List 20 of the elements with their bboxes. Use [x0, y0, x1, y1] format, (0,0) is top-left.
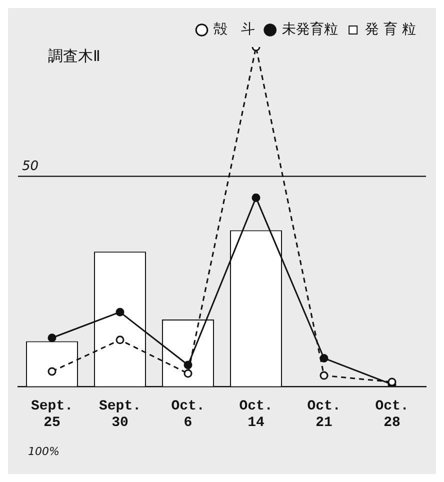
point	[184, 369, 192, 378]
legend-label: 発 育 粒	[365, 20, 416, 38]
x-tick-label: Oct. 6	[171, 398, 205, 432]
chart-title: 調査木Ⅱ	[48, 46, 100, 65]
point	[252, 193, 260, 202]
x-tick-label: Oct. 14	[239, 398, 273, 432]
point	[48, 334, 56, 342]
x-tick-label: Oct. 21	[307, 398, 341, 432]
point	[116, 336, 124, 344]
annotation: 50	[22, 159, 39, 174]
x-tick-label: Sept. 30	[98, 398, 142, 432]
x-tick-label: Sept. 25	[30, 398, 74, 432]
legend-label: 未発育粒	[282, 20, 338, 38]
legend-label: 殻 斗	[214, 22, 256, 38]
point	[116, 308, 124, 316]
point	[320, 371, 328, 380]
x-tick-label: Oct. 28	[375, 398, 409, 432]
point	[48, 367, 56, 376]
text: 100%	[28, 444, 60, 458]
point	[320, 354, 328, 362]
